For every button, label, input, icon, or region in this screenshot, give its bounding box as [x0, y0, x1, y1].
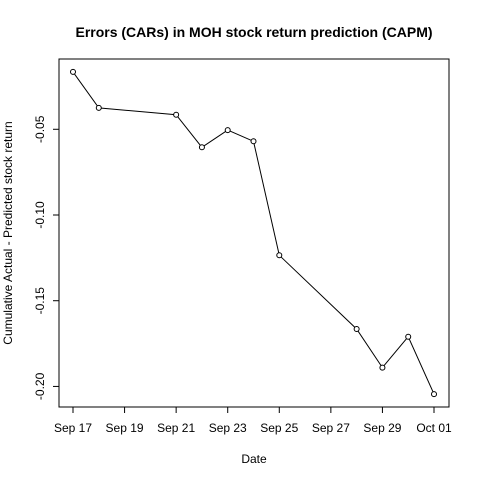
y-tick-label: -0.05 — [33, 115, 47, 143]
data-point — [198, 144, 205, 151]
x-tick-label: Sep 19 — [106, 421, 144, 435]
x-tick-label: Sep 21 — [157, 421, 195, 435]
x-axis: Sep 17 Sep 19 Sep 21 Sep 23 Sep 25 Sep 27 Sep … — [54, 406, 452, 435]
x-tick-label: Sep 27 — [312, 421, 350, 435]
data-point — [95, 104, 102, 111]
x-tick-label: Sep 23 — [209, 421, 247, 435]
data-point — [276, 252, 283, 259]
y-tick-label: -0.20 — [33, 372, 47, 400]
x-tick-label: Sep 29 — [363, 421, 401, 435]
data-point — [353, 326, 360, 332]
y-tick-label: -0.10 — [33, 201, 47, 229]
data-point — [405, 333, 412, 340]
data-point — [173, 111, 180, 118]
data-point — [379, 364, 386, 371]
y-axis: -0.05 -0.10 -0.15 -0.20 — [33, 115, 59, 400]
y-tick-label: -0.15 — [33, 287, 47, 315]
data-point — [431, 391, 437, 398]
series — [70, 68, 437, 398]
chart-title: Errors (CARs) in MOH stock return predic… — [75, 24, 432, 40]
x-tick-label: Oct 01 — [416, 421, 452, 435]
x-axis-label: Date — [241, 452, 267, 466]
y-axis-label: Cumulative Actual - Predicted stock retu… — [1, 121, 15, 344]
data-point — [70, 68, 76, 75]
data-point — [250, 138, 257, 145]
data-point — [224, 127, 231, 134]
x-tick-label: Sep 25 — [260, 421, 298, 435]
x-tick-label: Sep 17 — [54, 421, 92, 435]
